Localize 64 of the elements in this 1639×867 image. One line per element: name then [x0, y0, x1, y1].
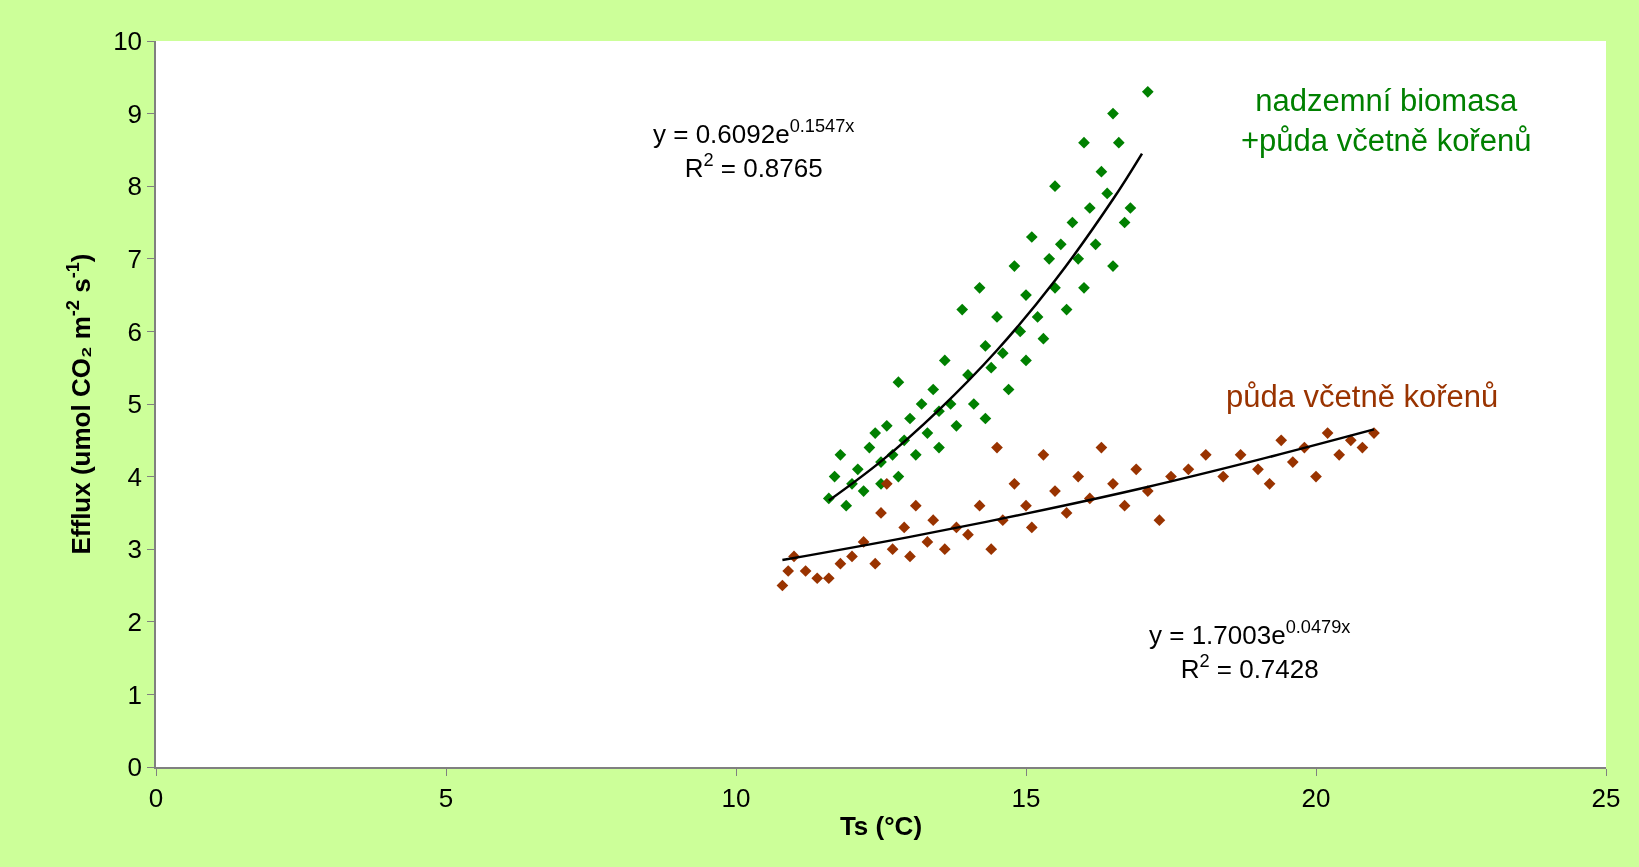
point [938, 543, 951, 556]
point [1025, 521, 1038, 534]
y-tick-label: 1 [127, 679, 143, 710]
point [921, 536, 934, 548]
point [991, 441, 1003, 454]
point [1008, 478, 1021, 490]
point [927, 514, 940, 527]
point [904, 550, 916, 563]
x-tick-label: 10 [721, 782, 751, 813]
y-tick-label: 4 [127, 461, 143, 492]
point [1020, 499, 1032, 512]
point [909, 499, 922, 512]
point [776, 579, 789, 592]
y-tick-label: 5 [127, 389, 143, 420]
text: y = 1.7003e$^{0.0479x}$ R$^{2}$ = 0.7428 [1149, 617, 1351, 684]
y-tick-label: 0 [127, 752, 143, 783]
point [1321, 427, 1334, 439]
text: y = 0.6092e$^{0.1547x}$ R$^{2}$ = 0.8765 [653, 116, 855, 183]
point [1310, 470, 1322, 483]
y-tick-label: 2 [127, 606, 143, 637]
point [1060, 507, 1073, 519]
point [834, 557, 847, 570]
point [1118, 499, 1131, 512]
point [1072, 470, 1085, 483]
point [1252, 463, 1264, 476]
point [811, 572, 824, 585]
x-tick-label: 25 [1591, 782, 1621, 813]
point [1263, 478, 1276, 490]
point [1234, 448, 1247, 461]
point [782, 565, 795, 577]
x-tick-label: 0 [148, 782, 164, 813]
x-tick-label: 20 [1301, 782, 1331, 813]
point [1182, 463, 1195, 476]
y-tick-label: 6 [127, 316, 143, 347]
point [1356, 441, 1369, 454]
point [846, 550, 858, 563]
series-label: půda včetně kořenů [1226, 379, 1499, 414]
point [1286, 456, 1299, 468]
y-tick-label: 3 [127, 534, 143, 565]
x-axis-title: Ts (°C) [839, 811, 923, 842]
point [1199, 448, 1212, 461]
point [1153, 514, 1166, 527]
y-tick-label: 8 [127, 171, 143, 202]
point [1275, 434, 1288, 447]
text: nadzemní biomasa +půda včetně kořenů [1241, 83, 1532, 159]
point [1037, 448, 1050, 461]
point [880, 478, 893, 490]
x-tick-label: 15 [1011, 782, 1041, 813]
point [1333, 448, 1346, 461]
point [985, 543, 998, 556]
point [898, 521, 911, 534]
point [799, 565, 812, 577]
point [973, 499, 986, 512]
point [962, 528, 974, 541]
point [886, 543, 899, 556]
point [869, 557, 882, 570]
y-tick-label: 9 [127, 98, 143, 129]
y-tick-label: 10 [113, 26, 143, 57]
x-tick-label: 5 [438, 782, 454, 813]
y-tick-label: 7 [127, 243, 143, 274]
point [1217, 470, 1230, 483]
point [822, 572, 835, 585]
point [1095, 441, 1108, 454]
point [1130, 463, 1143, 476]
